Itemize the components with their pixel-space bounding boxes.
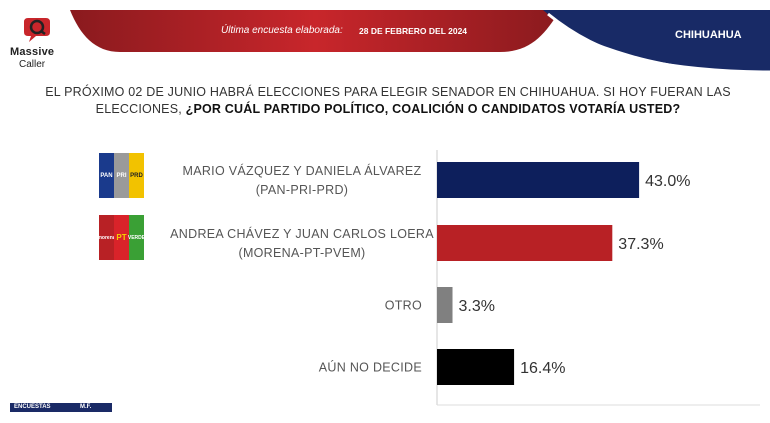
question-line-2: ELECCIONES, ¿POR CUÁL PARTIDO POLÍTICO, …: [20, 101, 756, 118]
question-line-2-plain: ELECCIONES,: [95, 102, 186, 116]
pt-logo: PT: [114, 215, 129, 260]
bar-value-label-1: 43.0%: [645, 173, 690, 190]
survey-date-label: Última encuesta elaborada:: [221, 25, 343, 36]
category-label-3-line-1: OTRO: [385, 299, 422, 313]
bar-value-label-3: 3.3%: [459, 298, 495, 315]
bar-value-label-2: 37.3%: [618, 236, 663, 253]
navy-header-shape: [543, 10, 770, 72]
question-line-1: EL PRÓXIMO 02 DE JUNIO HABRÁ ELECCIONES …: [45, 85, 731, 99]
bar-4: [437, 349, 515, 385]
morena-logo: morena: [97, 215, 116, 260]
bar-3: [437, 287, 453, 323]
footer-badge: [10, 403, 112, 412]
footer-text-left: ENCUESTAS: [14, 404, 51, 410]
brand-name-line1: Massive: [10, 46, 55, 58]
bar-1: [437, 162, 640, 198]
red-header-shape: [70, 10, 560, 52]
survey-question: EL PRÓXIMO 02 DE JUNIO HABRÁ ELECCIONES …: [20, 84, 756, 118]
question-line-2-bold: ¿POR CUÁL PARTIDO POLÍTICO, COALICIÓN O …: [185, 102, 681, 116]
brand-logo: Massive Caller: [10, 14, 66, 72]
pri-logo: PRI: [114, 153, 129, 198]
footer-text-right: M.F.: [80, 404, 92, 410]
category-label-1-line-2: (PAN-PRI-PRD): [256, 183, 349, 197]
category-label-2-line-2: (MORENA-PT-PVEM): [238, 246, 365, 260]
chat-bubble-icon: [24, 18, 50, 42]
survey-date: 28 DE FEBRERO DEL 2024: [359, 26, 468, 36]
category-label-1-line-1: MARIO VÁZQUEZ Y DANIELA ÁLVAREZ: [183, 163, 422, 178]
region-title: CHIHUAHUA: [675, 29, 742, 41]
header-banner: [70, 10, 770, 74]
bar-value-label-4: 16.4%: [520, 360, 565, 377]
coalition-logos-pan-pri-prd: PAN PRI PRD: [99, 153, 144, 198]
pvem-logo: VERDE: [128, 215, 145, 260]
coalition-logos-morena-pt-pvem: morena PT VERDE: [97, 215, 145, 260]
brand-name-line2: Caller: [19, 59, 46, 70]
category-label-2-line-1: ANDREA CHÁVEZ Y JUAN CARLOS LOERA: [170, 226, 434, 241]
prd-logo: PRD: [129, 153, 144, 198]
category-label-4-line-1: AÚN NO DECIDE: [319, 360, 422, 375]
pan-logo: PAN: [99, 153, 114, 198]
bar-2: [437, 225, 613, 261]
